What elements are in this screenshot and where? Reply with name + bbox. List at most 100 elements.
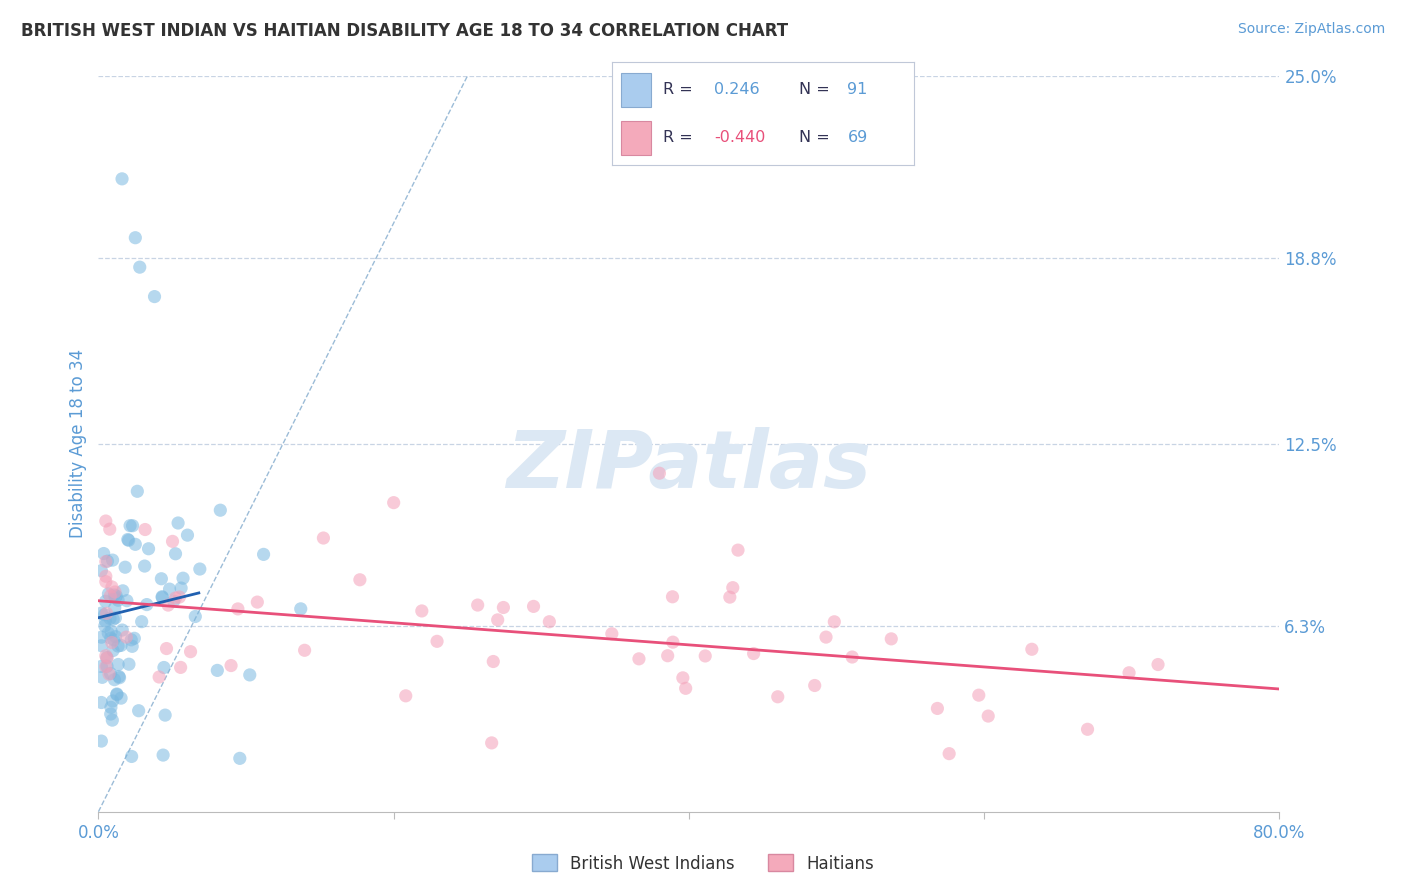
Point: [169, 590, 191, 604]
Point: [148, 670, 170, 684]
Point: [209, 503, 232, 517]
Point: [100, 700, 122, 714]
Point: [219, 658, 242, 673]
Point: [138, 541, 160, 556]
Point: [100, 706, 122, 721]
Point: [721, 581, 744, 595]
Point: [101, 694, 124, 708]
Point: [107, 657, 129, 672]
Point: [115, 593, 138, 607]
Point: [93, 607, 115, 622]
Point: [101, 580, 124, 594]
Point: [977, 709, 1000, 723]
Point: [927, 701, 949, 715]
Point: [172, 571, 194, 585]
Text: 0.246: 0.246: [714, 82, 761, 97]
Point: [128, 704, 150, 718]
Point: [150, 572, 173, 586]
Point: [1021, 642, 1043, 657]
Point: [718, 590, 741, 604]
Point: [104, 611, 127, 625]
Point: [94, 569, 117, 583]
Point: [411, 604, 433, 618]
Point: [395, 689, 418, 703]
Point: [94, 648, 117, 663]
Point: [657, 648, 679, 663]
Point: [110, 639, 132, 653]
Point: [880, 632, 903, 646]
Point: [98, 522, 121, 536]
Point: [312, 531, 335, 545]
Point: [94, 659, 117, 673]
Point: [98, 611, 121, 625]
Point: [104, 600, 127, 615]
Point: [90, 734, 112, 748]
Point: [100, 631, 122, 645]
Point: [167, 516, 190, 530]
Point: [93, 547, 115, 561]
Point: [157, 598, 180, 612]
Point: [120, 518, 142, 533]
Point: [107, 639, 129, 653]
Point: [165, 547, 187, 561]
Point: [938, 747, 960, 761]
Point: [103, 632, 125, 647]
Point: [814, 630, 837, 644]
Point: [108, 671, 131, 685]
Point: [127, 484, 149, 499]
Point: [252, 547, 274, 561]
Point: [967, 688, 990, 702]
Text: N =: N =: [799, 130, 830, 145]
Point: [103, 612, 125, 626]
Text: R =: R =: [664, 82, 693, 97]
Point: [94, 614, 117, 628]
Point: [96, 651, 118, 665]
Point: [98, 667, 121, 681]
Point: [104, 591, 127, 605]
Point: [101, 635, 124, 649]
Point: [121, 518, 143, 533]
Point: [90, 606, 112, 620]
Point: [100, 666, 122, 681]
Point: [290, 602, 312, 616]
Point: [90, 564, 112, 578]
Point: [90, 659, 112, 673]
Text: BRITISH WEST INDIAN VS HAITIAN DISABILITY AGE 18 TO 34 CORRELATION CHART: BRITISH WEST INDIAN VS HAITIAN DISABILIT…: [21, 22, 789, 40]
Point: [229, 751, 252, 765]
Point: [134, 559, 156, 574]
Point: [522, 599, 544, 614]
Point: [600, 627, 623, 641]
Point: [155, 641, 177, 656]
Text: ZIPatlas: ZIPatlas: [506, 427, 872, 505]
Point: [176, 528, 198, 542]
Point: [675, 681, 697, 696]
Point: [1147, 657, 1170, 672]
Point: [114, 560, 136, 574]
Point: [134, 523, 156, 537]
Point: [115, 630, 138, 644]
Text: 91: 91: [848, 82, 868, 97]
Point: [90, 696, 112, 710]
Point: [96, 659, 118, 673]
Point: [94, 514, 117, 528]
Point: [841, 650, 863, 665]
Point: [648, 466, 671, 480]
Point: [105, 589, 128, 603]
Point: [124, 230, 146, 244]
Point: [96, 554, 118, 568]
Point: [184, 609, 207, 624]
Point: [153, 660, 176, 674]
Point: [226, 602, 249, 616]
Point: [162, 534, 184, 549]
Point: [143, 289, 166, 303]
Point: [727, 543, 749, 558]
Point: [207, 664, 229, 678]
Point: [803, 678, 825, 692]
Point: [1118, 665, 1140, 680]
Point: [105, 688, 128, 702]
Point: [120, 632, 142, 647]
Legend: British West Indians, Haitians: British West Indians, Haitians: [526, 847, 880, 880]
Point: [105, 687, 128, 701]
Point: [538, 615, 561, 629]
Point: [382, 496, 405, 510]
